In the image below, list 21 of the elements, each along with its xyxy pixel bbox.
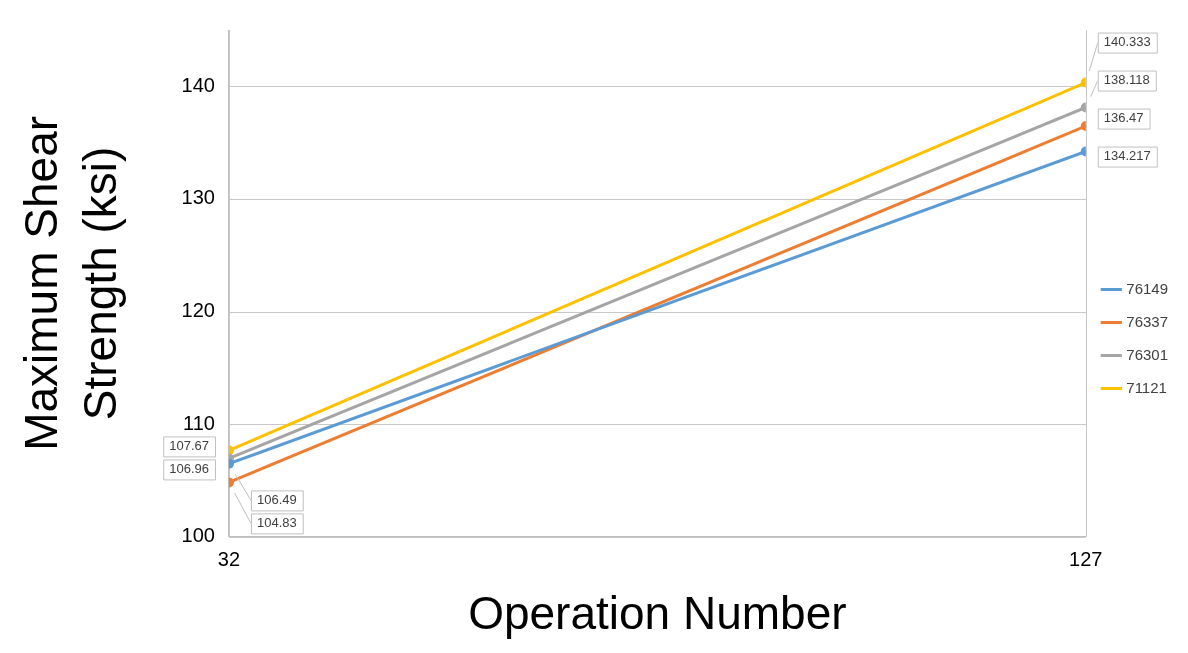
- y-tick-label: 140: [181, 73, 215, 96]
- legend-label: 76337: [1126, 312, 1169, 330]
- data-label: 134.217: [1103, 148, 1151, 164]
- y-tick-label: 110: [183, 411, 215, 434]
- x-axis-title: Operation Number: [468, 587, 847, 640]
- x-tick-label: 127: [1069, 548, 1103, 571]
- data-label: 106.96: [169, 461, 209, 476]
- data-label: 140.333: [1103, 34, 1151, 50]
- data-label: 106.49: [256, 491, 297, 507]
- data-label: 136.47: [1103, 110, 1144, 126]
- y-axis-title: Maximum Shear Strength (ksi): [14, 115, 127, 451]
- y-tick-label: 100: [181, 524, 215, 547]
- legend-label: 76301: [1126, 345, 1169, 363]
- data-label: 104.83: [256, 514, 297, 530]
- x-tick-label: 32: [217, 548, 241, 571]
- legend-label: 71121: [1126, 378, 1167, 396]
- y-tick-label: 120: [181, 299, 215, 322]
- legend-label: 76149: [1126, 279, 1169, 297]
- data-label: 138.118: [1103, 72, 1150, 88]
- y-tick-label: 130: [181, 186, 215, 209]
- data-label: 107.67: [169, 438, 209, 453]
